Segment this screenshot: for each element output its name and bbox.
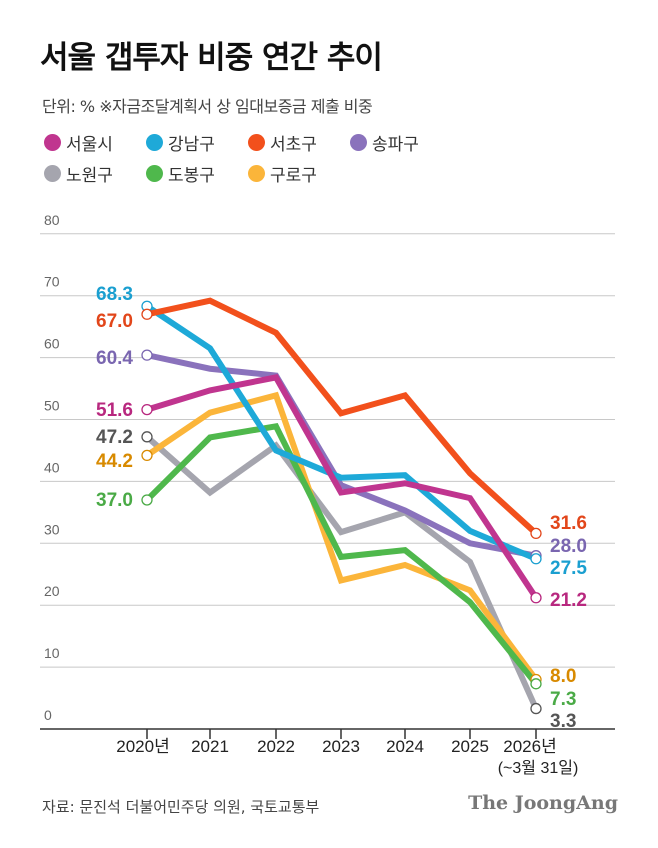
data-point-marker: [530, 678, 542, 690]
data-label: 68.3: [96, 284, 133, 305]
legend-item: 서울시: [44, 130, 146, 155]
y-tick-label: 50: [44, 398, 60, 414]
legend-swatch: [44, 165, 61, 182]
series-line-서초구: [146, 297, 539, 536]
series-line-노원구: [145, 434, 539, 710]
data-point-marker: [530, 527, 542, 540]
data-label: 27.5: [550, 558, 587, 579]
legend-label: 노원구: [66, 166, 113, 186]
y-tick-label: 60: [44, 336, 60, 352]
x-tick-label: 2025: [451, 737, 489, 756]
legend-swatch: [248, 134, 265, 151]
legend-swatch: [146, 134, 163, 151]
legend-item: 노원구: [44, 161, 146, 186]
x-tick-label: 2026년: [503, 737, 556, 756]
x-tick-label: 2022: [257, 737, 295, 756]
y-tick-label: 80: [44, 212, 60, 228]
data-point-marker: [141, 431, 153, 443]
x-tick-label: 2020년: [116, 737, 169, 756]
legend-swatch: [146, 165, 163, 182]
series-line-구로구: [145, 391, 539, 682]
legend-swatch: [350, 134, 367, 151]
data-label: 51.6: [96, 400, 133, 421]
legend-item: 송파구: [350, 130, 452, 155]
x-tick-label: 2021: [191, 737, 229, 756]
legend-label: 구로구: [270, 166, 317, 186]
data-point-marker: [141, 494, 153, 506]
data-label: 31.6: [550, 513, 587, 534]
x-tick-label: 2023: [322, 737, 360, 756]
legend-item: 서초구: [248, 130, 350, 155]
data-point-marker: [141, 449, 153, 462]
data-label: 47.2: [96, 427, 133, 448]
legend-label: 서울시: [66, 135, 113, 155]
data-point-marker: [141, 349, 153, 361]
x-tick-sublabel: (~3월 31일): [498, 759, 579, 777]
legend-item: 강남구: [146, 130, 248, 155]
data-label: 7.3: [550, 689, 576, 710]
data-point-marker: [530, 702, 542, 715]
data-label: 67.0: [96, 311, 133, 332]
legend-swatch: [248, 165, 265, 182]
chart-title: 서울 갭투자 비중 연간 추이: [40, 40, 383, 76]
series-line-송파구: [146, 352, 537, 559]
data-label: 44.2: [96, 451, 133, 472]
data-point-marker: [530, 592, 542, 604]
data-point-marker: [530, 553, 542, 565]
y-tick-label: 0: [44, 707, 52, 723]
y-tick-label: 40: [44, 459, 60, 475]
legend-swatch: [44, 134, 61, 151]
publisher-logo: The JoongAng: [468, 792, 618, 814]
legend-label: 강남구: [168, 135, 215, 155]
y-tick-label: 30: [44, 521, 60, 537]
y-tick-label: 70: [44, 274, 60, 290]
legend-label: 도봉구: [168, 166, 215, 186]
source-note: 자료: 문진석 더불어민주당 의원, 국토교통부: [42, 798, 320, 816]
series-line-서울시: [146, 374, 539, 600]
x-tick-label: 2024: [386, 737, 424, 756]
data-label: 3.3: [550, 711, 576, 732]
series-line-강남구: [145, 303, 538, 562]
data-label: 28.0: [550, 536, 587, 557]
y-tick-label: 10: [44, 645, 60, 661]
legend-item: 도봉구: [146, 161, 248, 186]
data-point-marker: [141, 308, 153, 320]
chart-subtitle: 단위: % ※자금조달계획서 상 임대보증금 제출 비중: [42, 97, 373, 116]
data-label: 60.4: [96, 348, 133, 369]
data-label: 21.2: [550, 590, 587, 611]
legend-label: 송파구: [372, 135, 419, 155]
series-line-도봉구: [144, 422, 539, 686]
legend-label: 서초구: [270, 135, 317, 155]
data-label: 37.0: [96, 490, 133, 511]
data-label: 8.0: [550, 666, 576, 687]
legend-item: 구로구: [248, 161, 350, 186]
y-tick-label: 20: [44, 583, 60, 599]
data-point-marker: [141, 403, 153, 416]
